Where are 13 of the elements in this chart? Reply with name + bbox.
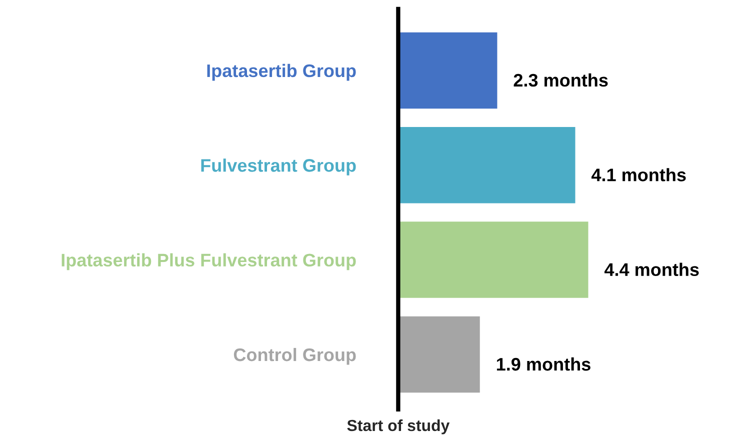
bar [398, 126, 577, 205]
y-tick-label: Fulvestrant Group [201, 158, 356, 176]
y-tick-label: Control Group [234, 348, 356, 365]
bar [398, 314, 482, 394]
bar [398, 220, 590, 300]
x-axis-title: Start of study [347, 419, 450, 434]
bar [398, 30, 499, 110]
data-label: 1.9 months [496, 357, 590, 371]
y-tick-label: Ipatasertib Plus Fulvestrant Group [62, 253, 356, 270]
y-tick-label: Ipatasertib Group [207, 64, 356, 81]
data-label: 4.4 months [604, 262, 699, 276]
data-label: 4.1 months [591, 168, 686, 182]
data-label: 2.3 months [514, 73, 608, 87]
